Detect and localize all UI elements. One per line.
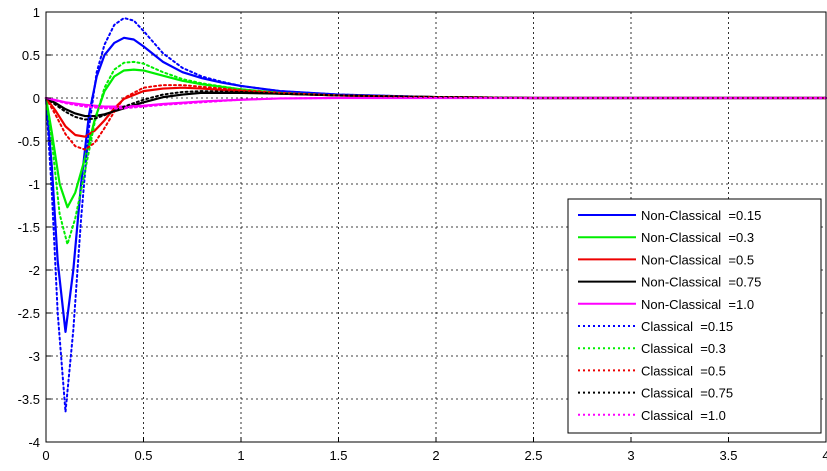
x-tick-label: 2 (432, 448, 439, 463)
legend-label: Classical =1.0 (641, 408, 726, 423)
y-tick-label: 1 (33, 5, 40, 20)
legend-label: Non-Classical =1.0 (641, 297, 754, 312)
x-tick-label: 3.5 (719, 448, 737, 463)
x-tick-label: 4 (822, 448, 827, 463)
y-tick-label: -2 (28, 263, 40, 278)
y-tick-label: -3 (28, 349, 40, 364)
tick-layer: 0 0.5 1 1.5 2 2.5 3 3.5 4 1 0.5 0 -0.5 -1 -1.5 -2 -2.5 -3… (18, 5, 827, 463)
y-tick-label: -0.5 (18, 134, 40, 149)
x-tick-label: 3 (627, 448, 634, 463)
x-tick-label: 1.5 (329, 448, 347, 463)
x-tick-label: 2.5 (524, 448, 542, 463)
series-line-10 (45, 97, 827, 110)
y-tick-label: 0 (33, 91, 40, 106)
y-tick-label: -2.5 (18, 306, 40, 321)
series-layer (44, 17, 827, 413)
legend-label: Non-Classical =0.5 (641, 252, 754, 267)
y-tick-label: -1.5 (18, 220, 40, 235)
x-tick-label: 0 (42, 448, 49, 463)
legend-label: Non-Classical =0.15 (641, 208, 761, 223)
y-tick-label: -1 (28, 177, 40, 192)
x-tick-label: 0.5 (134, 448, 152, 463)
y-tick-label: 0.5 (22, 48, 40, 63)
x-tick-label: 1 (237, 448, 244, 463)
legend-label: Classical =0.3 (641, 341, 726, 356)
legend-label: Non-Classical =0.3 (641, 230, 754, 245)
y-tick-label: -4 (28, 435, 40, 450)
legend-label: Non-Classical =0.75 (641, 275, 761, 290)
legend-label: Classical =0.75 (641, 386, 733, 401)
legend-label: Classical =0.15 (641, 319, 733, 334)
legend: Non-Classical =0.15 Non-Classical =0.3 Non… (567, 198, 822, 434)
series-line-6 (45, 17, 827, 413)
y-tick-label: -3.5 (18, 392, 40, 407)
legend-label: Classical =0.5 (641, 363, 726, 378)
